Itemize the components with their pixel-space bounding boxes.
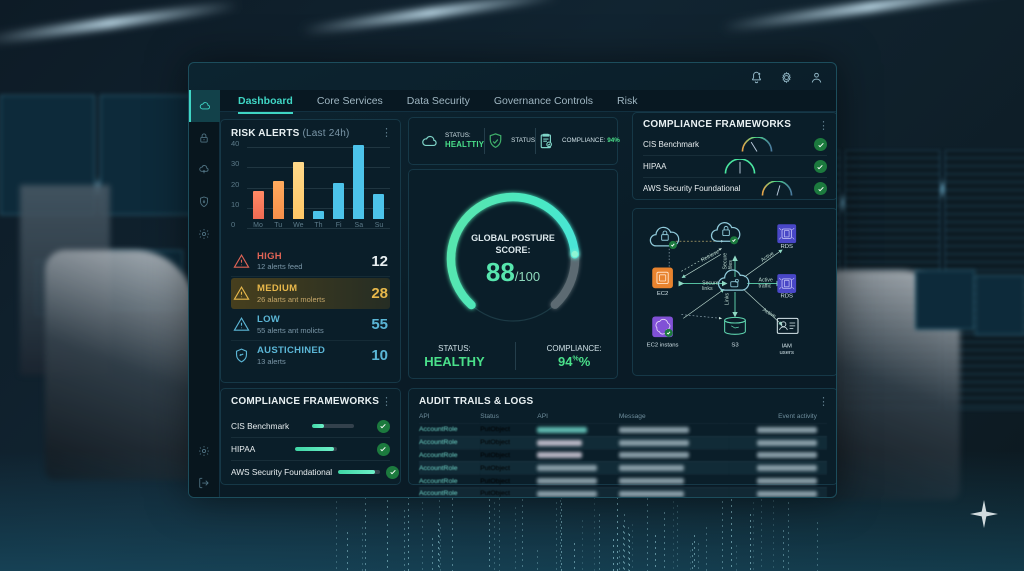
svg-text:Links: Links bbox=[724, 293, 730, 306]
svg-text:Active: Active bbox=[760, 251, 775, 264]
svg-text:links: links bbox=[702, 286, 713, 292]
svg-text:users: users bbox=[779, 350, 793, 356]
svg-text:RDS: RDS bbox=[780, 244, 793, 250]
svg-text:EC2: EC2 bbox=[657, 291, 669, 297]
svg-text:IAM: IAM bbox=[781, 343, 792, 349]
svg-text:RDS: RDS bbox=[780, 294, 793, 300]
svg-text:traffic: traffic bbox=[759, 283, 772, 289]
svg-text:EC2 instans: EC2 instans bbox=[647, 343, 679, 349]
svg-text:files: files bbox=[728, 260, 734, 270]
svg-text:S3: S3 bbox=[731, 343, 739, 349]
svg-text:Active: Active bbox=[761, 307, 776, 319]
